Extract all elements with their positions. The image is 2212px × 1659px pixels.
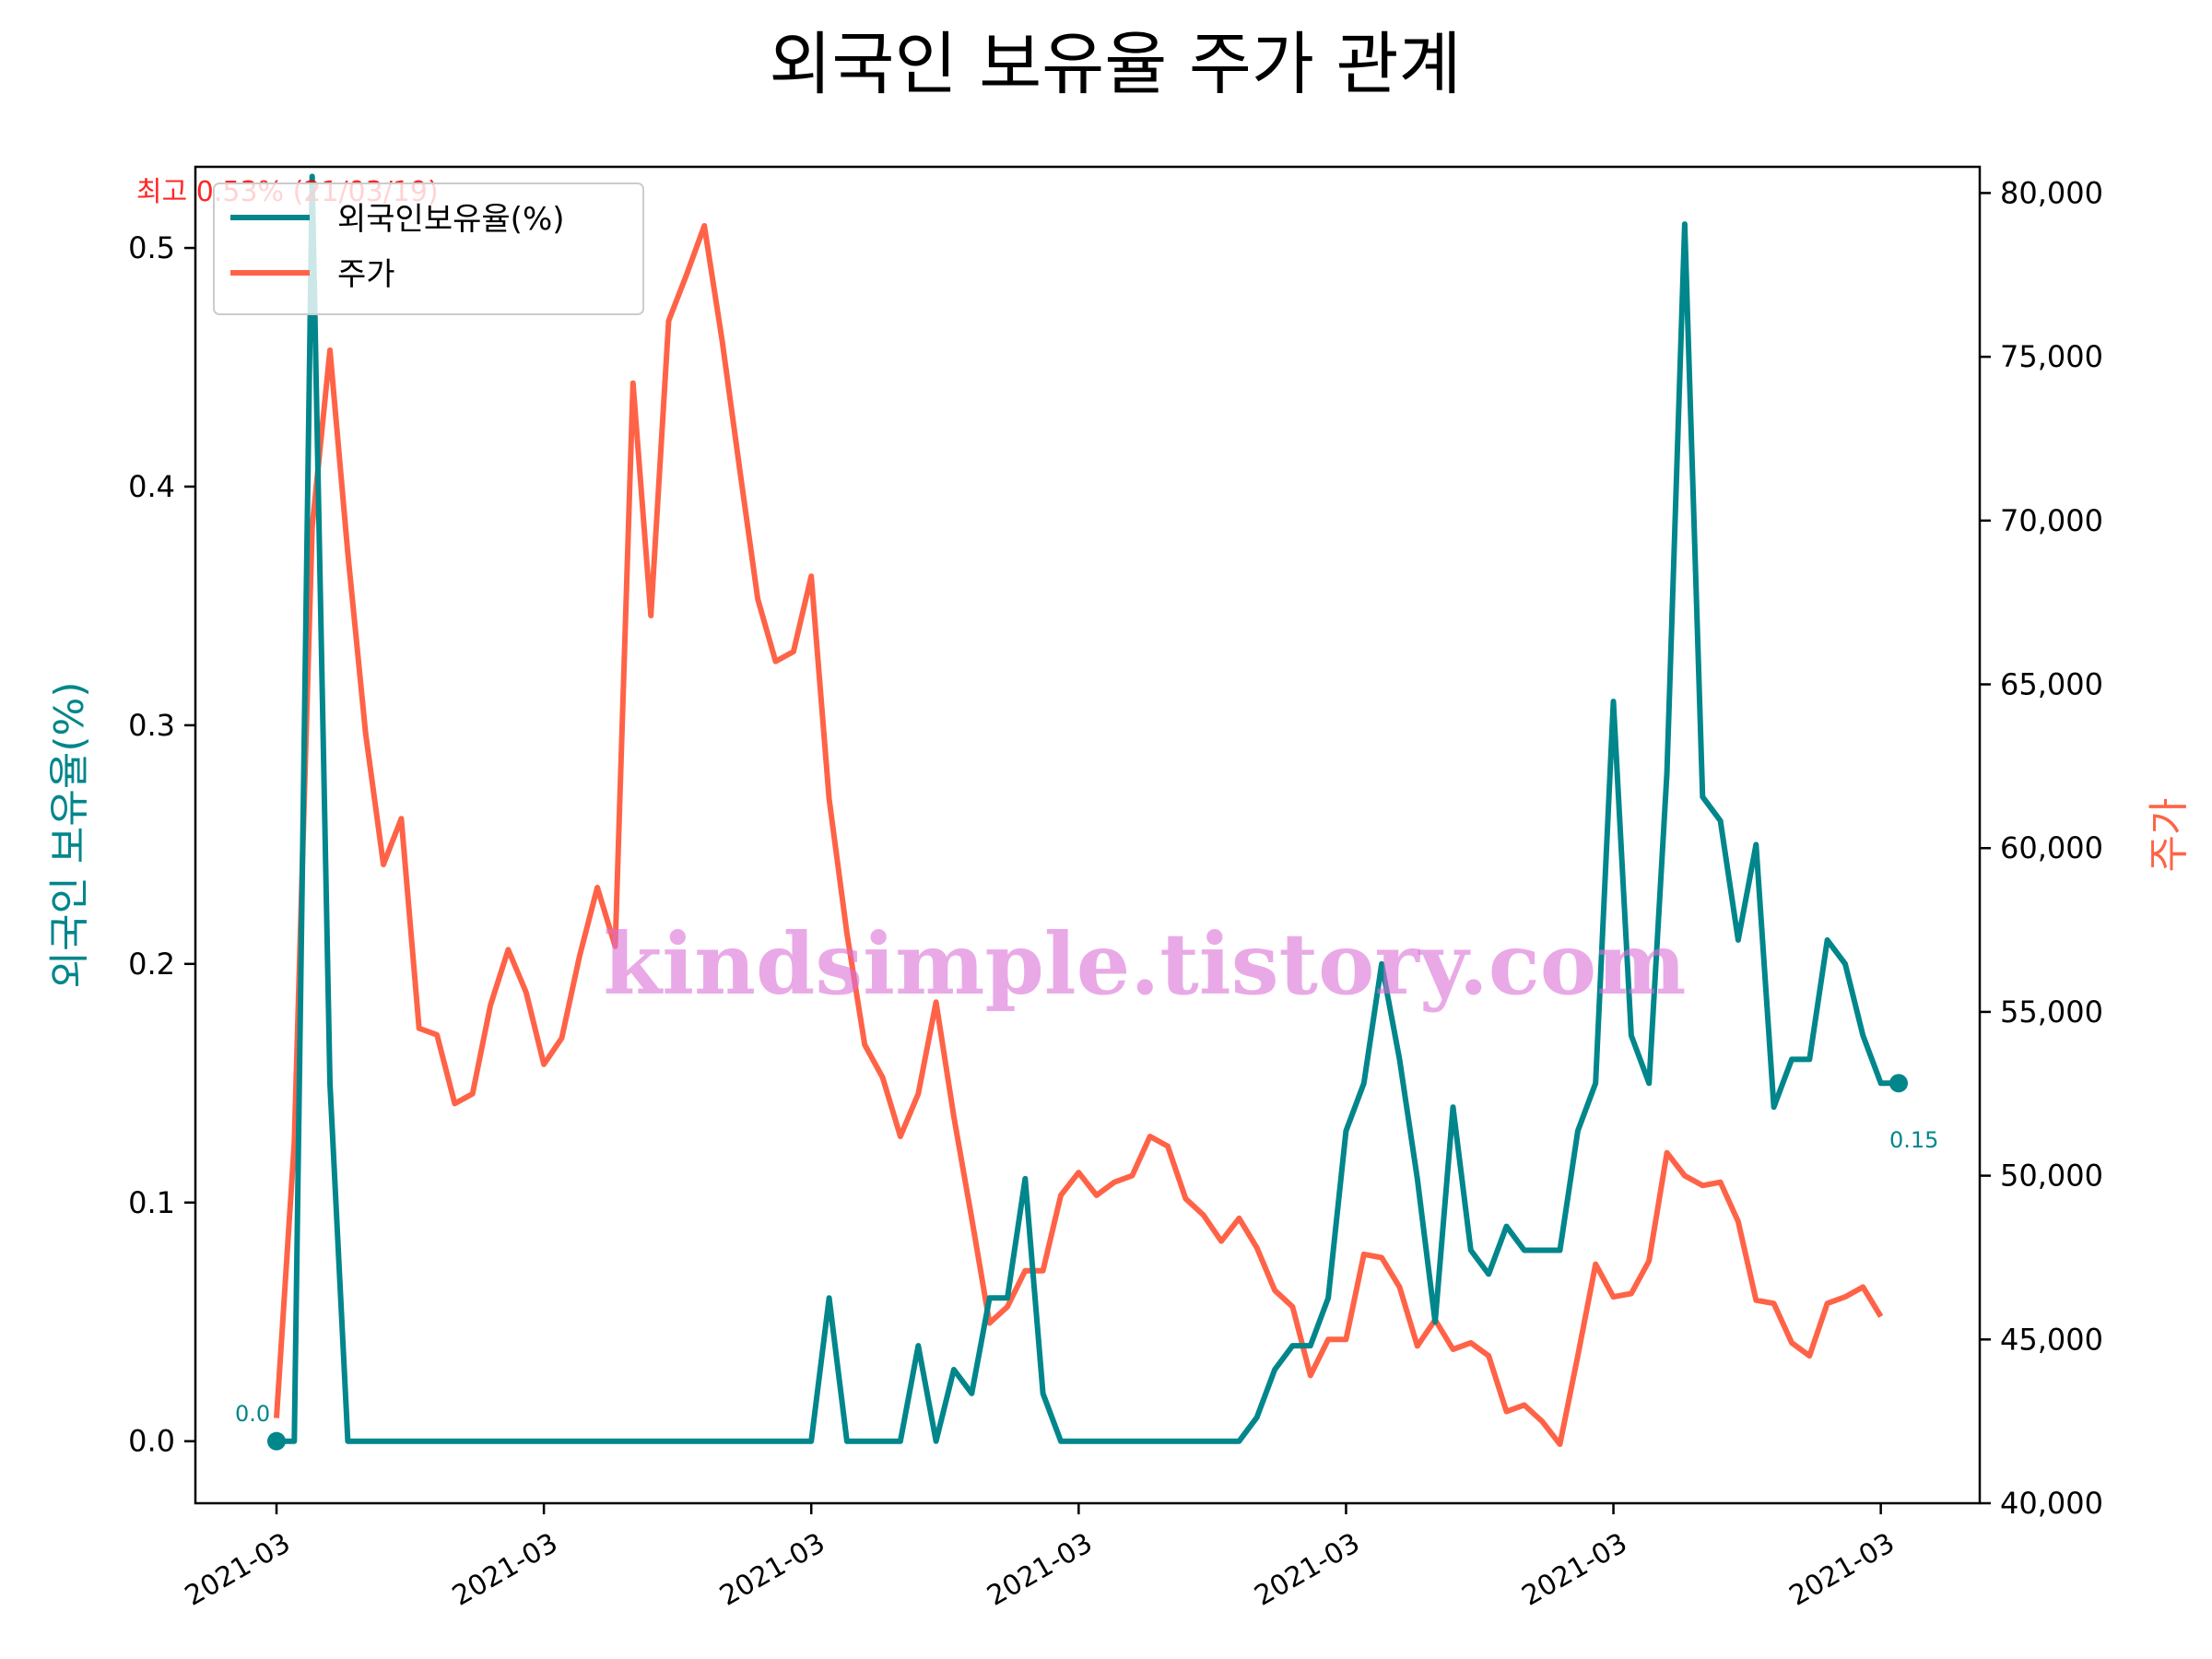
series-line-price [274, 223, 1884, 1447]
chart-title: 외국인 보유율 주가 관계 [769, 25, 1461, 104]
y-left-tick-label: 0.1 [128, 1185, 175, 1220]
y-axis-label-left: 외국인 보유율(%) [46, 681, 93, 988]
x-tick-label: 2021-03 [447, 1527, 563, 1613]
y-left-tick-label: 0.3 [128, 708, 175, 743]
y-right-tick-label: 45,000 [2000, 1322, 2103, 1357]
y-left-tick-label: 0.2 [128, 947, 175, 982]
y-axis-right: 40,000 45,000 50,000 55,000 60,000 65,000 70,0… [1980, 175, 2103, 1521]
y-right-tick-label: 65,000 [2000, 667, 2103, 702]
x-tick-label: 2021-03 [180, 1527, 296, 1613]
x-tick-label: 2021-03 [982, 1527, 1098, 1613]
y-right-tick-label: 40,000 [2000, 1486, 2103, 1521]
y-right-tick-label: 55,000 [2000, 994, 2103, 1030]
x-axis: 2021-03 2021-03 2021-03 2021-03 2021-03 2021-… [180, 1503, 1900, 1613]
marker-first-point [267, 1431, 286, 1451]
y-axis-label-right: 주가 [2146, 798, 2193, 873]
series-layer [267, 173, 1908, 1451]
watermark: kindsimple.tistory.com [603, 914, 1686, 1014]
legend-label-price: 주가 [337, 256, 395, 293]
legend-label-foreign: 외국인보유율(%) [337, 201, 565, 238]
y-right-tick-label: 75,000 [2000, 339, 2103, 374]
y-axis-left: 0.0 0.1 0.2 0.3 0.4 0.5 [128, 230, 195, 1459]
last-value-label: 0.15 [1889, 1127, 1938, 1153]
x-tick-label: 2021-03 [714, 1527, 830, 1613]
x-tick-label: 2021-03 [1516, 1527, 1632, 1613]
legend-box [213, 182, 644, 315]
x-tick-label: 2021-03 [1249, 1527, 1365, 1613]
y-left-tick-label: 0.5 [128, 230, 175, 265]
series-line-foreign-ratio [276, 173, 1899, 1444]
y-right-tick-label: 80,000 [2000, 175, 2103, 210]
x-tick-label: 2021-03 [1784, 1527, 1900, 1613]
first-value-label: 0.0 [235, 1401, 270, 1427]
y-right-tick-label: 50,000 [2000, 1159, 2103, 1194]
y-left-tick-label: 0.0 [128, 1424, 175, 1459]
plot-frame [194, 165, 1982, 1505]
y-left-tick-label: 0.4 [128, 469, 175, 504]
legend: 외국인보유율(%) 주가 [213, 182, 644, 315]
y-right-tick-label: 60,000 [2000, 830, 2103, 865]
y-right-tick-label: 70,000 [2000, 503, 2103, 538]
marker-last-point [1889, 1074, 1908, 1093]
